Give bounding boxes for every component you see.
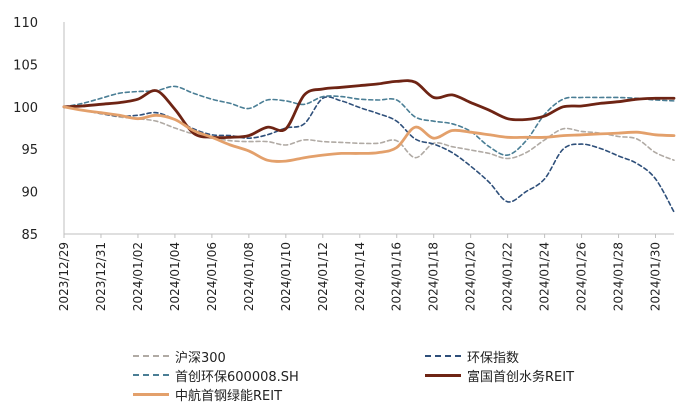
- y-tick-label: 100: [13, 101, 38, 116]
- plot-area: [63, 22, 674, 235]
- x-tick-label: 2024/01/02: [131, 242, 145, 311]
- x-tick-label: 2024/01/10: [279, 242, 293, 311]
- x-tick-label: 2024/01/06: [205, 242, 219, 311]
- x-tick-label: 2024/01/20: [464, 242, 478, 311]
- series-lines: [62, 79, 676, 213]
- y-tick-label: 110: [13, 16, 38, 31]
- x-tick-label: 2024/01/16: [390, 242, 404, 311]
- y-tick-label: 85: [21, 228, 38, 243]
- y-tick-label: 95: [21, 143, 38, 158]
- x-tick-label: 2024/01/04: [168, 242, 182, 311]
- x-axis: 2023/12/29 2023/12/31 2024/01/02 2024/01/04…: [57, 234, 663, 311]
- x-tick-label: 2024/01/12: [316, 242, 330, 311]
- x-tick-label: 2024/01/28: [612, 242, 626, 311]
- series-line-capital-env: [63, 85, 675, 156]
- x-tick-label: 2024/01/08: [242, 242, 256, 311]
- series-line-hs300: [63, 106, 675, 161]
- x-tick-label: 2024/01/14: [353, 242, 367, 311]
- x-tick-label: 2023/12/31: [94, 242, 108, 311]
- y-tick-label: 105: [13, 58, 38, 73]
- series-line-steel-reit: [62, 105, 676, 163]
- x-tick-label: 2024/01/24: [538, 242, 552, 311]
- x-tick-label: 2024/01/30: [649, 242, 663, 311]
- x-tick-label: 2024/01/22: [501, 242, 515, 311]
- x-tick-label: 2024/01/26: [575, 242, 589, 311]
- x-tick-label: 2024/01/18: [427, 242, 441, 311]
- series-line-env-index: [63, 96, 675, 213]
- y-tick-label: 90: [21, 186, 38, 201]
- x-tick-label: 2023/12/29: [57, 242, 71, 311]
- y-axis: 85 90 95 100 105 110: [13, 16, 38, 243]
- series-line-water-reit: [62, 79, 676, 140]
